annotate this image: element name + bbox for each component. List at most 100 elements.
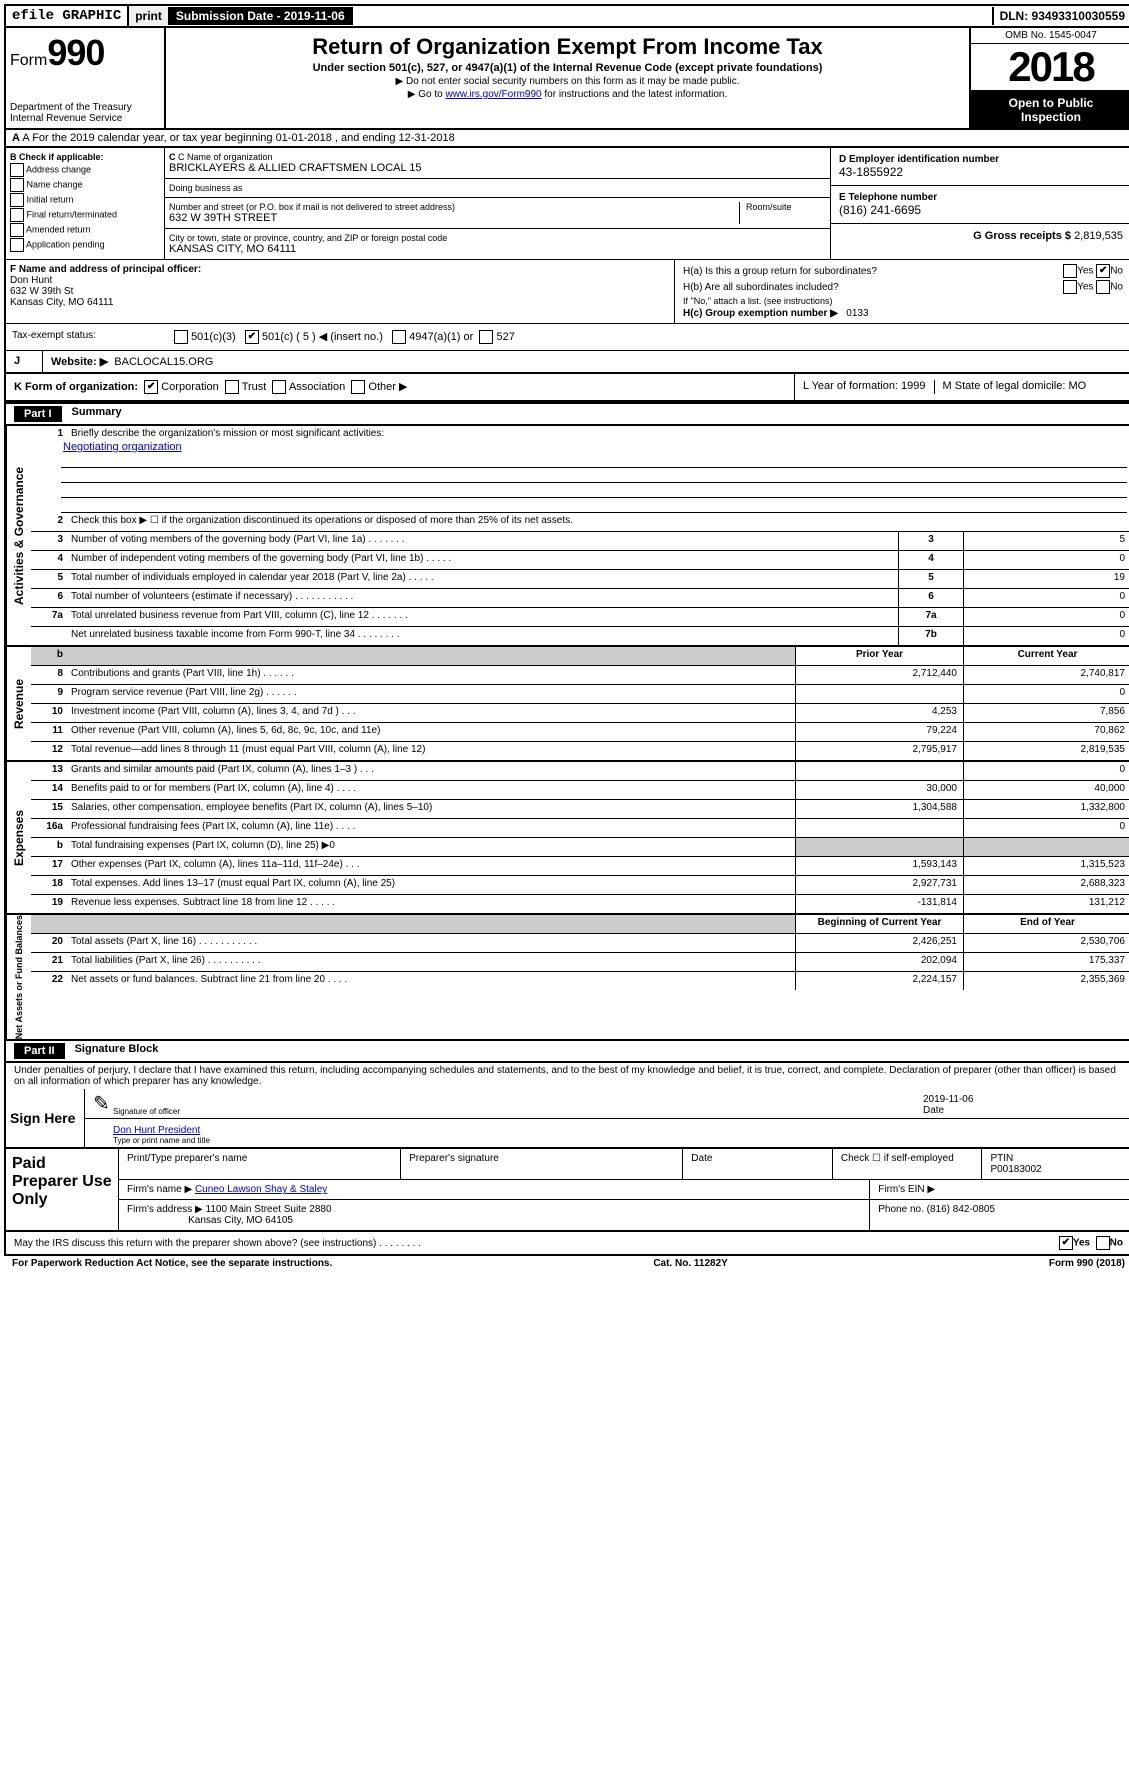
firm-name[interactable]: Cuneo Lawson Shay & Staley	[195, 1184, 327, 1195]
line-19: 19Revenue less expenses. Subtract line 1…	[31, 895, 1129, 913]
irs-label: Internal Revenue Service	[10, 113, 160, 124]
print-button[interactable]: print	[129, 7, 170, 25]
line-15: 15Salaries, other compensation, employee…	[31, 800, 1129, 819]
pen-icon: ✎	[93, 1091, 113, 1116]
dept-treasury: Department of the Treasury	[10, 102, 160, 113]
line-10: 10Investment income (Part VIII, column (…	[31, 704, 1129, 723]
sign-here-block: Sign Here ✎ Signature of officer 2019-11…	[4, 1089, 1129, 1149]
cb-501c[interactable]: ✔	[245, 330, 259, 344]
paid-preparer-label: Paid Preparer Use Only	[6, 1149, 119, 1230]
line-11: 11Other revenue (Part VIII, column (A), …	[31, 723, 1129, 742]
line-12: 12Total revenue—add lines 8 through 11 (…	[31, 742, 1129, 760]
row-a-tax-year: A A For the 2019 calendar year, or tax y…	[4, 130, 1129, 148]
firm-address: 1100 Main Street Suite 2880	[206, 1204, 332, 1215]
q1-mission: Briefly describe the organization's miss…	[67, 426, 1129, 441]
part1-header: Part I Summary	[4, 402, 1129, 426]
group-exemption: 0133	[846, 308, 868, 319]
cb-501c3[interactable]	[174, 330, 188, 344]
col-c-org-info: C C Name of organization BRICKLAYERS & A…	[165, 148, 831, 259]
sign-date: 2019-11-06	[923, 1094, 1123, 1105]
line-16a: 16aProfessional fundraising fees (Part I…	[31, 819, 1129, 838]
cb-trust[interactable]	[225, 380, 239, 394]
form-title: Return of Organization Exempt From Incom…	[174, 34, 961, 60]
side-revenue: Revenue	[6, 647, 31, 760]
website: BACLOCAL15.ORG	[114, 356, 213, 368]
last-line: For Paperwork Reduction Act Notice, see …	[4, 1256, 1129, 1271]
ein: 43-1855922	[839, 165, 1123, 179]
cb-final-return[interactable]: Final return/terminated	[10, 208, 160, 222]
tax-year: 2018	[971, 44, 1129, 92]
ptin: P00183002	[990, 1164, 1041, 1175]
line-9: 9Program service revenue (Part VIII, lin…	[31, 685, 1129, 704]
cb-initial-return[interactable]: Initial return	[10, 193, 160, 207]
side-net-assets: Net Assets or Fund Balances	[6, 915, 31, 1039]
note-link: ▶ Go to www.irs.gov/Form990 for instruct…	[174, 89, 961, 100]
irs-link[interactable]: www.irs.gov/Form990	[445, 89, 541, 100]
discuss-no[interactable]	[1096, 1236, 1110, 1250]
row-j-website: J Website: ▶ BACLOCAL15.ORG	[4, 350, 1129, 372]
summary-line-3: 3Number of voting members of the governi…	[31, 532, 1129, 551]
hdr-begin-year: Beginning of Current Year	[795, 915, 963, 933]
org-city: KANSAS CITY, MO 64111	[169, 243, 826, 255]
part2-header: Part II Signature Block	[4, 1041, 1129, 1063]
cb-corporation[interactable]: ✔	[144, 380, 158, 394]
ha-no[interactable]: ✔	[1096, 264, 1110, 278]
cb-association[interactable]	[272, 380, 286, 394]
summary-line-6: 6Total number of volunteers (estimate if…	[31, 589, 1129, 608]
note-ssn: ▶ Do not enter social security numbers o…	[174, 76, 961, 87]
summary-line-4: 4Number of independent voting members of…	[31, 551, 1129, 570]
omb-number: OMB No. 1545-0047	[971, 28, 1129, 44]
side-expenses: Expenses	[6, 762, 31, 913]
paid-preparer-block: Paid Preparer Use Only Print/Type prepar…	[4, 1149, 1129, 1232]
telephone: (816) 241-6695	[839, 203, 1123, 217]
summary-line-5: 5Total number of individuals employed in…	[31, 570, 1129, 589]
open-public: Open to Public Inspection	[971, 92, 1129, 128]
ha-yes[interactable]	[1063, 264, 1077, 278]
cb-application-pending[interactable]: Application pending	[10, 238, 160, 252]
year-formation: L Year of formation: 1999	[803, 380, 935, 394]
hdr-prior-year: Prior Year	[795, 647, 963, 665]
tax-exempt-status: Tax-exempt status: 501(c)(3) ✔ 501(c) ( …	[4, 323, 1129, 350]
cb-amended-return[interactable]: Amended return	[10, 223, 160, 237]
form-990-number: 990	[47, 32, 104, 73]
cb-4947[interactable]	[392, 330, 406, 344]
line-18: 18Total expenses. Add lines 13–17 (must …	[31, 876, 1129, 895]
summary-line-7b: Net unrelated business taxable income fr…	[31, 627, 1129, 645]
q2-discontinued: Check this box ▶ ☐ if the organization d…	[67, 513, 1129, 531]
state-domicile: M State of legal domicile: MO	[935, 380, 1087, 394]
firm-phone: (816) 842-0805	[927, 1204, 995, 1215]
perjury-statement: Under penalties of perjury, I declare th…	[4, 1063, 1129, 1089]
cb-527[interactable]	[479, 330, 493, 344]
line-22: 22Net assets or fund balances. Subtract …	[31, 972, 1129, 990]
block-fh: F Name and address of principal officer:…	[4, 259, 1129, 323]
form-header: Form990 Department of the Treasury Inter…	[4, 28, 1129, 130]
cb-name-change[interactable]: Name change	[10, 178, 160, 192]
line-21: 21Total liabilities (Part X, line 26) . …	[31, 953, 1129, 972]
line-17: 17Other expenses (Part IX, column (A), l…	[31, 857, 1129, 876]
form-number: Form990	[10, 32, 160, 74]
net-assets-section: Net Assets or Fund Balances Beginning of…	[4, 915, 1129, 1041]
dln: DLN: 93493310030559	[992, 7, 1129, 25]
line-13: 13Grants and similar amounts paid (Part …	[31, 762, 1129, 781]
line-b: bTotal fundraising expenses (Part IX, co…	[31, 838, 1129, 857]
form-subtitle: Under section 501(c), 527, or 4947(a)(1)…	[174, 62, 961, 74]
hb-no[interactable]	[1096, 280, 1110, 294]
footer-discuss: May the IRS discuss this return with the…	[4, 1232, 1129, 1256]
form-prefix: Form	[10, 52, 47, 69]
cb-other[interactable]	[351, 380, 365, 394]
mission-text[interactable]: Negotiating organization	[63, 441, 182, 453]
col-deg: D Employer identification number 43-1855…	[831, 148, 1129, 259]
side-activities: Activities & Governance	[6, 426, 31, 645]
dba-label: Doing business as	[169, 183, 826, 193]
cb-address-change[interactable]: Address change	[10, 163, 160, 177]
revenue-section: Revenue b Prior Year Current Year 8Contr…	[4, 647, 1129, 762]
activities-governance-section: Activities & Governance 1Briefly describ…	[4, 426, 1129, 647]
officer-name[interactable]: Don Hunt President	[113, 1125, 200, 1136]
discuss-yes[interactable]: ✔	[1059, 1236, 1073, 1250]
hdr-end-year: End of Year	[963, 915, 1129, 933]
line-20: 20Total assets (Part X, line 16) . . . .…	[31, 934, 1129, 953]
row-k-org-form: K Form of organization: ✔ Corporation Tr…	[4, 372, 1129, 402]
line-8: 8Contributions and grants (Part VIII, li…	[31, 666, 1129, 685]
hdr-current-year: Current Year	[963, 647, 1129, 665]
hb-yes[interactable]	[1063, 280, 1077, 294]
